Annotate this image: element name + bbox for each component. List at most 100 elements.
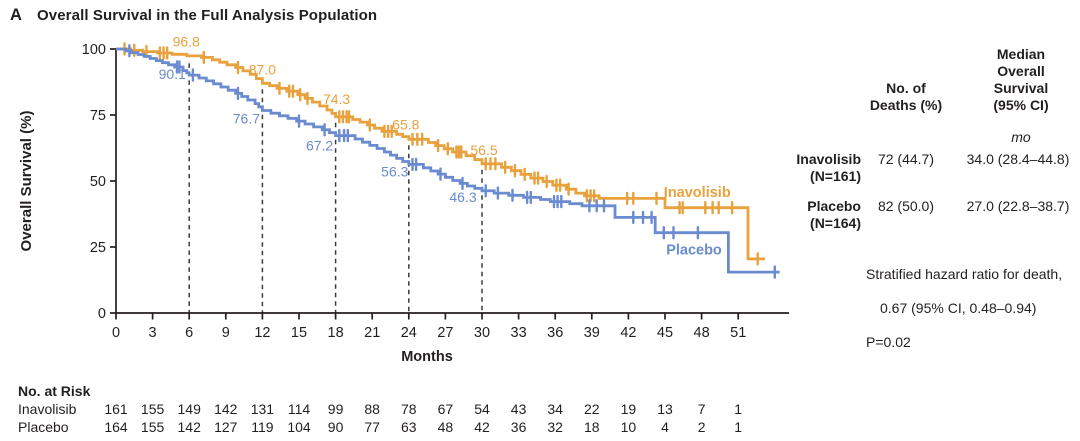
risk-count: 104 [287,419,311,435]
landmark-annotation: 76.7 [233,111,260,127]
svg-text:6: 6 [185,325,193,341]
risk-table-title: No. at Risk [18,383,91,399]
svg-text:12: 12 [254,325,270,341]
risk-count: 1 [734,419,743,435]
inavolisib-row-label: Inavolisib (N=161) [796,151,861,184]
risk-count: 1 [734,401,743,417]
risk-count: 34 [547,401,563,417]
svg-text:0: 0 [112,325,120,341]
risk-count: 18 [584,419,600,435]
risk-row-label-inavolisib: Inavolisib [18,401,77,417]
svg-text:48: 48 [694,325,710,341]
risk-count: 32 [547,419,563,435]
placebo-median-value: 27.0 (22.8–38.7) [966,198,1070,214]
svg-text:21: 21 [364,325,380,341]
risk-count: 13 [657,401,673,417]
deaths-column-header: No. of Deaths (%) [869,80,943,113]
svg-text:33: 33 [511,325,527,341]
panel-letter: A [10,6,23,24]
hazard-ratio-note: Stratified hazard ratio for death, 0.67 … [866,249,1080,369]
inavolisib-median-value: 34.0 (28.4–44.8) [966,151,1070,167]
risk-count: 42 [474,419,490,435]
svg-text:100: 100 [82,42,106,58]
landmark-annotation: 46.3 [449,189,476,205]
risk-row-label-placebo: Placebo [18,419,69,435]
landmark-dashed-lines [188,63,483,313]
risk-count: 4 [661,419,669,435]
hazard-line-3: P=0.02 [866,334,911,351]
median-column-header: Median Overall Survival (95% CI) [993,46,1049,113]
risk-row-values-inavolisib: 161 155 149 142 131 114 99 88 78 67 54 43 34 22 19 13 7 1 [0,401,800,418]
hazard-line-1: Stratified hazard ratio for death, [866,266,1063,282]
svg-text:25: 25 [90,240,106,256]
censor-marks [128,44,776,279]
landmark-annotation: 90.1 [159,66,186,82]
survival-curve [116,47,765,261]
risk-count: 142 [177,419,201,435]
risk-count: 161 [104,401,128,417]
landmark-annotation: 96.8 [173,33,200,49]
curve-label: Placebo [666,242,722,258]
svg-text:24: 24 [401,325,417,341]
svg-text:45: 45 [657,325,673,341]
svg-text:51: 51 [730,325,746,341]
svg-text:18: 18 [328,325,344,341]
figure-title: A Overall Survival in the Full Analysis P… [10,6,377,25]
landmark-annotation: 74.3 [323,91,350,107]
hazard-line-2: 0.67 (95% CI, 0.48–0.94) [880,300,1037,317]
risk-count: 114 [287,401,311,417]
landmark-annotation: 56.5 [470,142,497,158]
series-placebo: 90.1 76.7 67.2 56.3 46.3 Placebo [116,44,780,279]
placebo-row-label: Placebo (N=164) [807,198,861,231]
risk-count: 36 [510,419,527,435]
risk-count: 127 [214,419,238,435]
svg-text:27: 27 [437,325,453,341]
risk-count: 7 [697,401,706,417]
series-inavolisib: 96.8 87.0 74.3 65.8 56.5 Inavolisib [116,33,765,266]
svg-text:50: 50 [90,174,106,190]
risk-count: 67 [437,401,454,417]
svg-text:3: 3 [149,325,157,341]
risk-row-values-placebo: 164 155 142 127 119 104 90 77 63 48 42 36 32 18 10 4 2 1 [0,419,800,436]
risk-count: 119 [251,419,274,435]
svg-text:0: 0 [98,306,106,322]
landmark-annotation: 65.8 [392,116,419,132]
placebo-deaths-value: 82 (50.0) [877,198,935,214]
svg-text:30: 30 [474,325,490,341]
risk-count: 99 [327,401,344,417]
censor-marks [123,42,759,266]
risk-count: 155 [140,401,165,417]
risk-count: 10 [620,419,637,435]
svg-text:39: 39 [584,325,600,341]
risk-count: 88 [364,401,380,417]
risk-count: 155 [140,419,165,435]
risk-count: 142 [214,401,238,417]
risk-count: 19 [620,401,637,417]
risk-count: 22 [584,401,600,417]
landmark-annotation: 87.0 [249,61,276,77]
risk-count: 63 [401,419,417,435]
risk-count: 48 [437,419,454,435]
y-axis-title: Overall Survival (%) [18,111,35,252]
figure-title-text: Overall Survival in the Full Analysis Po… [37,7,378,24]
curve-label: Inavolisib [664,185,731,201]
svg-text:9: 9 [222,325,230,341]
risk-count: 149 [177,401,201,417]
svg-text:15: 15 [291,325,307,341]
risk-count: 131 [250,401,275,417]
risk-count: 78 [401,401,417,417]
risk-count: 164 [104,419,128,435]
months-unit-label: mo [1011,129,1031,145]
risk-count: 2 [697,419,706,435]
inavolisib-deaths-value: 72 (44.7) [877,151,935,167]
risk-count: 77 [364,419,380,435]
svg-text:36: 36 [547,325,563,341]
landmark-annotation: 67.2 [306,138,333,154]
risk-count: 54 [474,401,490,417]
svg-text:75: 75 [90,108,106,124]
survival-curve [116,47,780,274]
risk-count: 90 [327,419,344,435]
x-axis-title: Months [401,349,453,365]
